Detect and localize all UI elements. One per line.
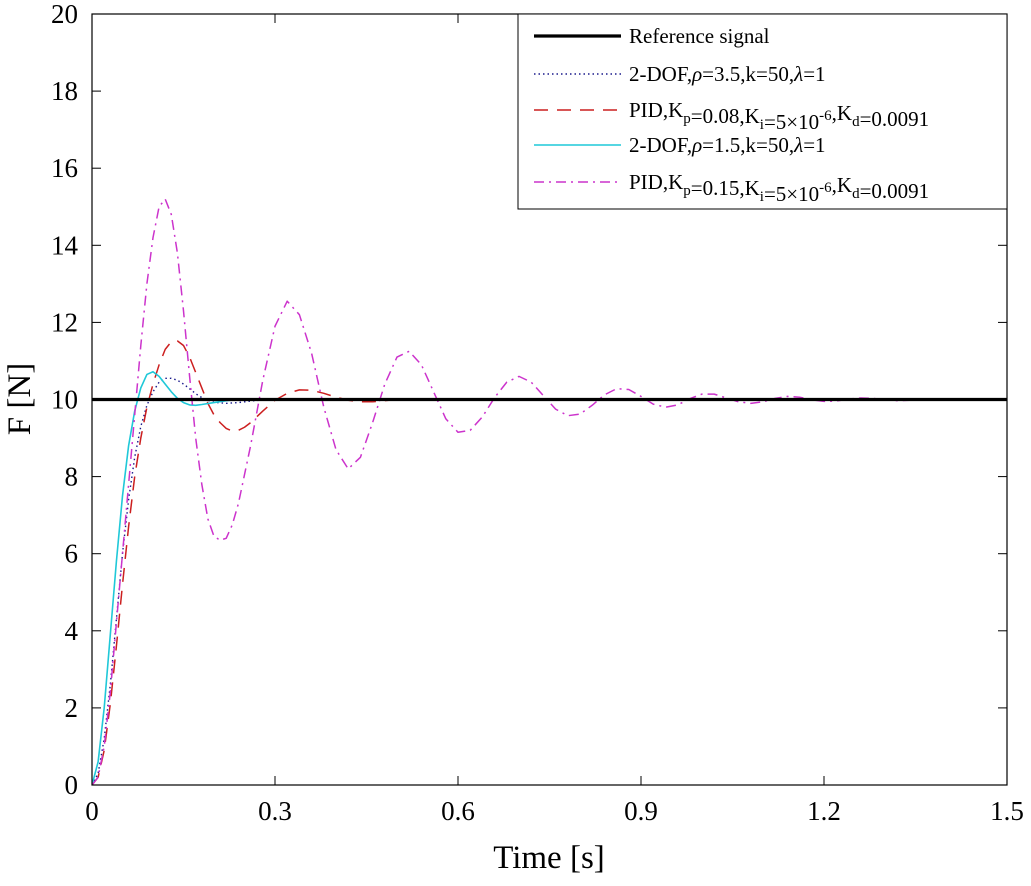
y-tick-label: 20 — [51, 0, 78, 29]
tick-labels: 0 0.3 0.6 0.9 1.2 1.5 0 2 4 6 8 10 12 14 16 18 20 — [51, 0, 1024, 826]
y-tick-label: 0 — [65, 770, 79, 800]
series-line-2 — [92, 377, 1007, 785]
x-tick-label: 0.9 — [624, 796, 658, 826]
x-tick-label: 1.5 — [990, 796, 1024, 826]
legend-label-5: PID,Kp=0.15,Ki=5×10-6,Kd=0.0091 — [629, 170, 929, 206]
plot-lines — [92, 198, 1007, 785]
legend-label-2: 2-DOF,ρ=3.5,k=50,λ=1 — [629, 62, 826, 86]
x-tick-label: 0.3 — [258, 796, 292, 826]
series-line-5 — [92, 198, 1007, 785]
y-tick-label: 12 — [51, 307, 78, 337]
y-tick-label: 10 — [51, 385, 78, 415]
y-tick-label: 14 — [51, 230, 79, 260]
y-tick-label: 2 — [65, 693, 79, 723]
x-tick-label: 0.6 — [441, 796, 475, 826]
legend-label-4: 2-DOF,ρ=1.5,k=50,λ=1 — [629, 133, 826, 157]
y-axis-label: F [N] — [2, 363, 38, 435]
x-axis-label: Time [s] — [493, 840, 605, 876]
y-tick-label: 16 — [51, 153, 78, 183]
legend-label-1: Reference signal — [629, 24, 770, 48]
x-tick-label: 0 — [85, 796, 99, 826]
legend-box — [517, 13, 1008, 210]
legend-label-3: PID,Kp=0.08,Ki=5×10-6,Kd=0.0091 — [629, 98, 929, 134]
y-tick-label: 8 — [65, 462, 79, 492]
x-tick-label: 1.2 — [807, 796, 841, 826]
y-tick-label: 6 — [65, 539, 79, 569]
series-line-4 — [92, 370, 1007, 785]
y-tick-label: 18 — [51, 76, 78, 106]
legend: Reference signal 2-DOF,ρ=3.5,k=50,λ=1 PID,… — [517, 13, 1008, 210]
series-line-3 — [92, 340, 1007, 785]
y-tick-label: 4 — [65, 616, 79, 646]
